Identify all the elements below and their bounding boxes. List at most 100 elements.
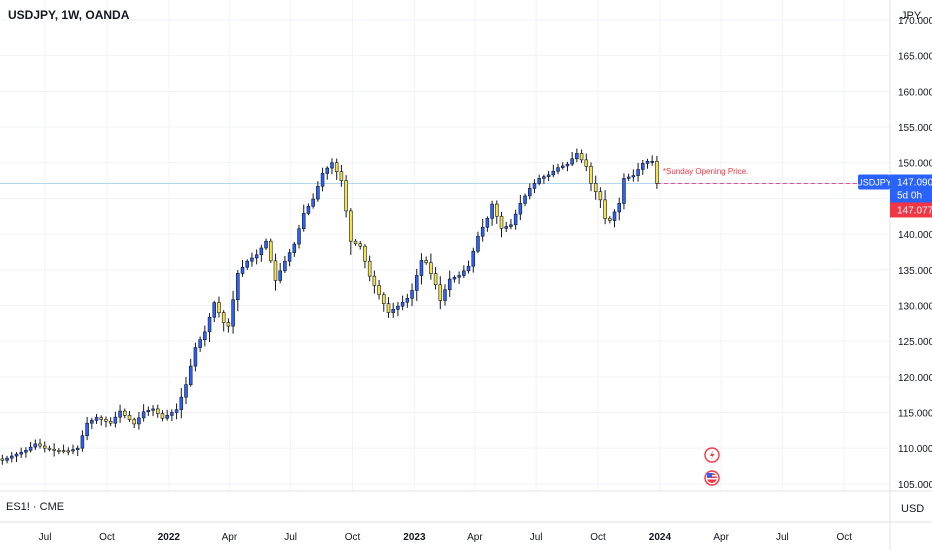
candle-body	[433, 273, 438, 286]
candle-body	[410, 290, 414, 299]
last-price-box	[890, 174, 932, 203]
candle-body	[546, 174, 551, 177]
y-tick-label: 140.000	[898, 230, 932, 241]
candle-body	[532, 183, 537, 189]
candle-body	[311, 198, 315, 207]
candle-body	[273, 260, 278, 281]
candle-body	[99, 417, 104, 420]
sub-pane-label[interactable]: ES1! · CME	[6, 501, 65, 513]
x-tick-label: Jul	[776, 532, 789, 543]
candle-body	[400, 301, 405, 307]
bar-countdown: 5d 0h	[897, 190, 922, 201]
candle-body	[198, 339, 202, 348]
sub-pane-currency[interactable]: USD	[901, 503, 925, 515]
candle-body	[382, 294, 386, 304]
candle-body	[75, 447, 80, 450]
open-price-box	[890, 202, 932, 218]
candle-body	[518, 203, 523, 215]
x-tick-label: Jul	[284, 532, 297, 543]
candle-body	[457, 275, 461, 278]
candle-body	[551, 170, 556, 176]
candle-body	[320, 173, 325, 187]
candle-body	[28, 446, 33, 451]
price-scale-currency[interactable]: JPY	[901, 10, 922, 22]
candle-body	[160, 413, 165, 419]
candle-body	[353, 240, 358, 245]
candle-body	[151, 408, 155, 411]
chart-title: USDJPY, 1W, OANDA	[6, 8, 132, 22]
flag-icon-canton	[707, 473, 712, 478]
candle-body	[349, 210, 353, 242]
candle-body	[14, 453, 19, 457]
candle-body	[509, 224, 513, 227]
candle-body	[85, 422, 89, 436]
x-tick-label: Apr	[713, 532, 729, 543]
symbol-price-label: USDJPY	[856, 177, 892, 187]
candle-body	[61, 450, 66, 453]
y-tick-label: 110.000	[898, 444, 932, 455]
x-tick-label: Apr	[222, 532, 238, 543]
candle-body	[386, 303, 391, 313]
candle-body	[570, 158, 574, 165]
x-tick-label: Oct	[590, 532, 606, 543]
candle-body	[334, 162, 339, 172]
candle-body	[645, 160, 650, 164]
candle-body	[193, 347, 198, 367]
y-tick-label: 160.000	[898, 87, 932, 98]
candle-body	[495, 203, 499, 217]
candle-body	[90, 420, 94, 424]
lightning-event-icon[interactable]	[704, 447, 720, 463]
candle-body	[207, 316, 212, 333]
x-tick-label: 2022	[158, 532, 181, 543]
candle-body	[188, 365, 193, 385]
candle-body	[212, 302, 217, 318]
candle-body	[396, 305, 400, 310]
candle-body	[565, 163, 570, 167]
candle-body	[80, 435, 85, 449]
lightning-icon-bolt	[710, 450, 715, 460]
candle-body	[221, 312, 226, 323]
candle-body	[0, 458, 5, 461]
candle-body	[292, 243, 297, 253]
x-tick-label: Apr	[467, 532, 483, 543]
candle-body	[57, 450, 61, 452]
candle-body	[537, 178, 541, 184]
x-tick-label: 2023	[403, 532, 426, 543]
candle-body	[141, 411, 146, 419]
candle-body	[443, 289, 447, 301]
candle-body	[165, 415, 169, 419]
candle-body	[123, 410, 127, 416]
candle-body	[118, 410, 122, 418]
candle-body	[617, 203, 621, 213]
candle-body	[608, 218, 612, 221]
symbol-price-label-bg	[858, 174, 890, 190]
candle-body	[485, 218, 490, 228]
candle-body	[528, 188, 532, 197]
y-tick-label: 165.000	[898, 52, 932, 63]
candle-body	[132, 419, 136, 425]
candle-body	[556, 167, 560, 172]
candle-body	[217, 302, 221, 313]
candle-body	[542, 176, 546, 179]
candle-body	[447, 278, 452, 291]
y-tick-label: 115.000	[898, 408, 932, 419]
us-flag-event-icon[interactable]	[704, 470, 720, 486]
y-tick-label: 155.000	[898, 123, 932, 134]
x-tick-label: Jul	[530, 532, 543, 543]
candle-body	[283, 260, 287, 272]
candle-body	[650, 160, 654, 163]
candle-body	[429, 262, 433, 274]
candle-body	[579, 153, 584, 161]
candle-body	[226, 322, 231, 327]
candle-body	[603, 199, 607, 219]
candle-body	[174, 409, 179, 413]
candle-body	[589, 165, 593, 184]
candle-body	[575, 153, 579, 160]
candle-body	[339, 171, 344, 181]
candle-body	[94, 417, 99, 421]
candle-body	[325, 167, 330, 174]
candle-body	[264, 240, 268, 249]
candle-body	[38, 443, 42, 447]
